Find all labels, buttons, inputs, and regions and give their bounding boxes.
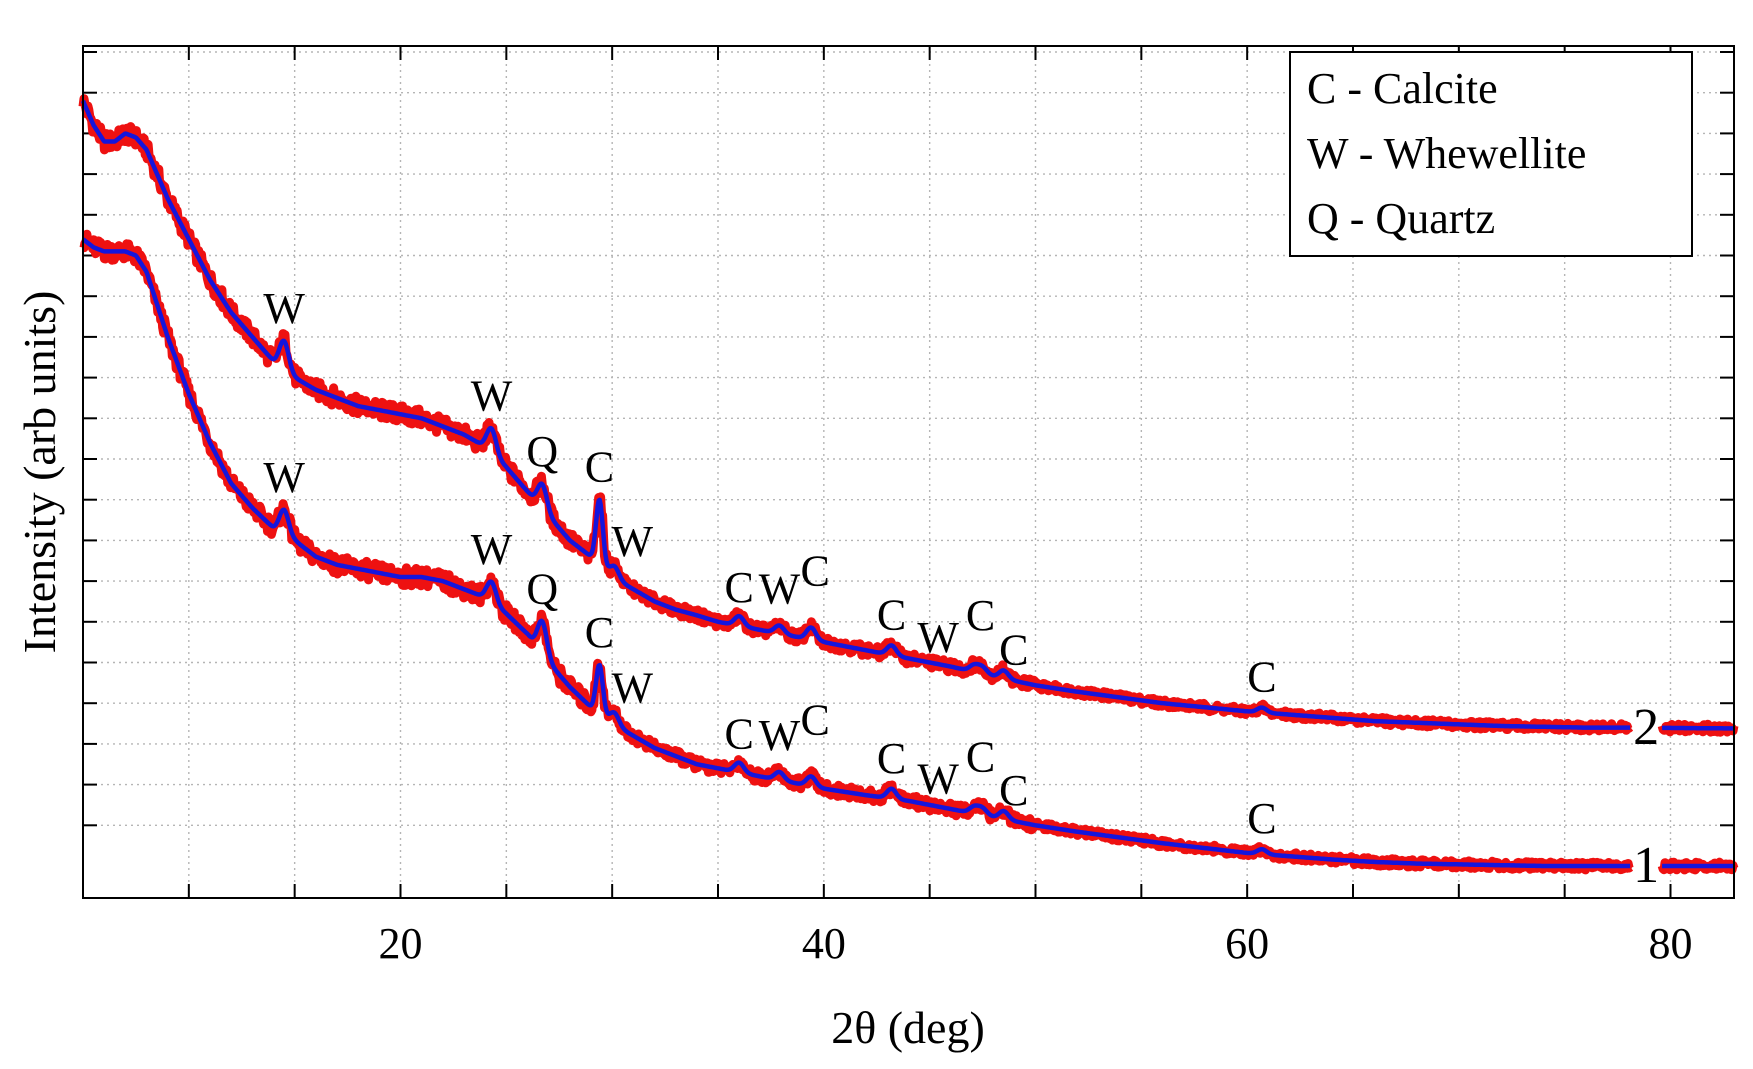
peak-label: W — [263, 453, 305, 502]
peak-label: W — [759, 564, 801, 613]
peak-label: C — [724, 710, 753, 759]
legend-box — [1289, 51, 1693, 257]
peak-label: C — [800, 695, 829, 744]
x-tick-label: 20 — [379, 919, 423, 968]
x-tick-label: 40 — [802, 919, 846, 968]
plot-frame — [82, 45, 1735, 899]
peak-label: Q — [526, 564, 558, 613]
x-axis-label: 2θ (deg) — [831, 1002, 985, 1053]
peak-label: W — [612, 517, 654, 566]
axis-ticks — [83, 46, 1734, 898]
peak-label: C — [999, 625, 1028, 674]
series-1-label: 1 — [1633, 837, 1659, 894]
peak-label: C — [800, 546, 829, 595]
series-1-fit-line — [81, 237, 1736, 869]
legend-entry-calcite: C - Calcite — [1307, 64, 1498, 113]
peak-label: W — [263, 284, 305, 333]
peak-label: C — [585, 443, 614, 492]
peak-label: C — [1247, 653, 1276, 702]
series-2-fit-line — [80, 99, 1736, 731]
legend-entry-whewellite: W - Whewellite — [1307, 129, 1586, 178]
peak-label: C — [966, 591, 995, 640]
legend-entry-quartz: Q - Quartz — [1307, 194, 1495, 243]
peak-label: C — [877, 590, 906, 639]
peak-label: W — [612, 664, 654, 713]
peak-label: C — [877, 734, 906, 783]
peak-label: W — [759, 711, 801, 760]
peak-label: C — [999, 766, 1028, 815]
peak-label: Q — [526, 427, 558, 476]
x-tick-label: 80 — [1649, 919, 1693, 968]
peak-label: C — [966, 732, 995, 781]
x-tick-label: 60 — [1225, 919, 1269, 968]
peak-label: C — [1247, 794, 1276, 843]
series-2-label: 2 — [1633, 699, 1659, 756]
x-tick-labels: 20 40 60 80 — [379, 919, 1693, 968]
peak-label: C — [724, 563, 753, 612]
y-axis-label: Intensity (arb units) — [14, 291, 65, 654]
series-layer — [78, 94, 1739, 875]
peak-label: W — [471, 525, 513, 574]
peak-label: W — [917, 755, 959, 804]
peak-label: W — [917, 613, 959, 662]
peak-label: W — [471, 371, 513, 420]
legend: C - Calcite W - Whewellite Q - Quartz — [1289, 51, 1693, 257]
peak-label: C — [585, 608, 614, 657]
